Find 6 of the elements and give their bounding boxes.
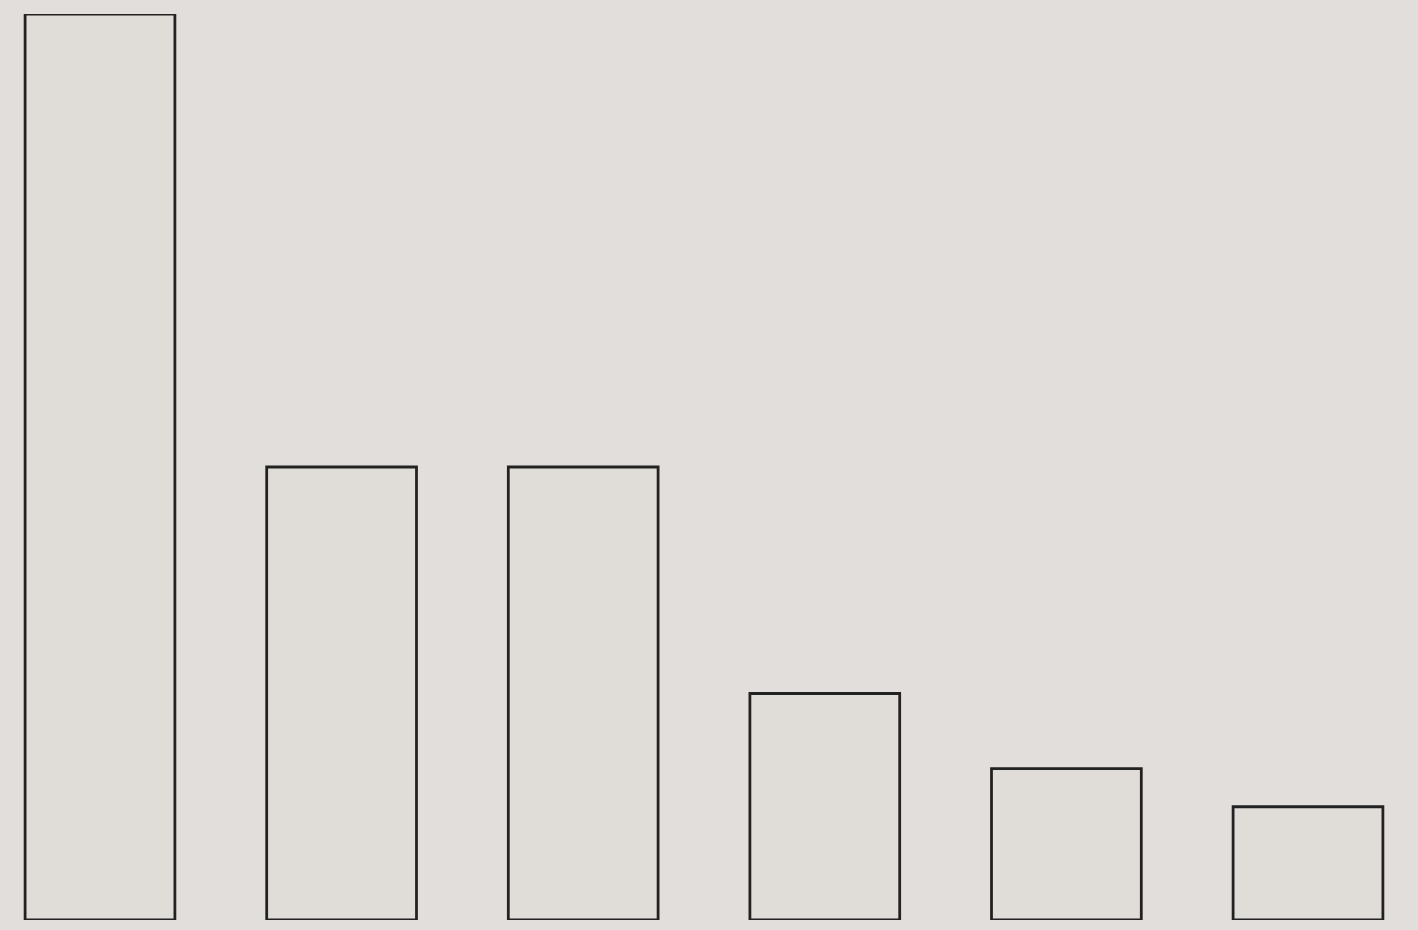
bar [990,767,1143,920]
bar [265,465,418,920]
bar [748,692,902,920]
bar [23,14,177,920]
bar [1231,805,1385,920]
bar [506,465,660,920]
